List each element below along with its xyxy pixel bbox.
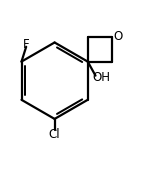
Text: F: F — [23, 38, 29, 51]
Text: OH: OH — [92, 71, 110, 84]
Text: O: O — [114, 30, 123, 43]
Text: Cl: Cl — [49, 128, 60, 141]
